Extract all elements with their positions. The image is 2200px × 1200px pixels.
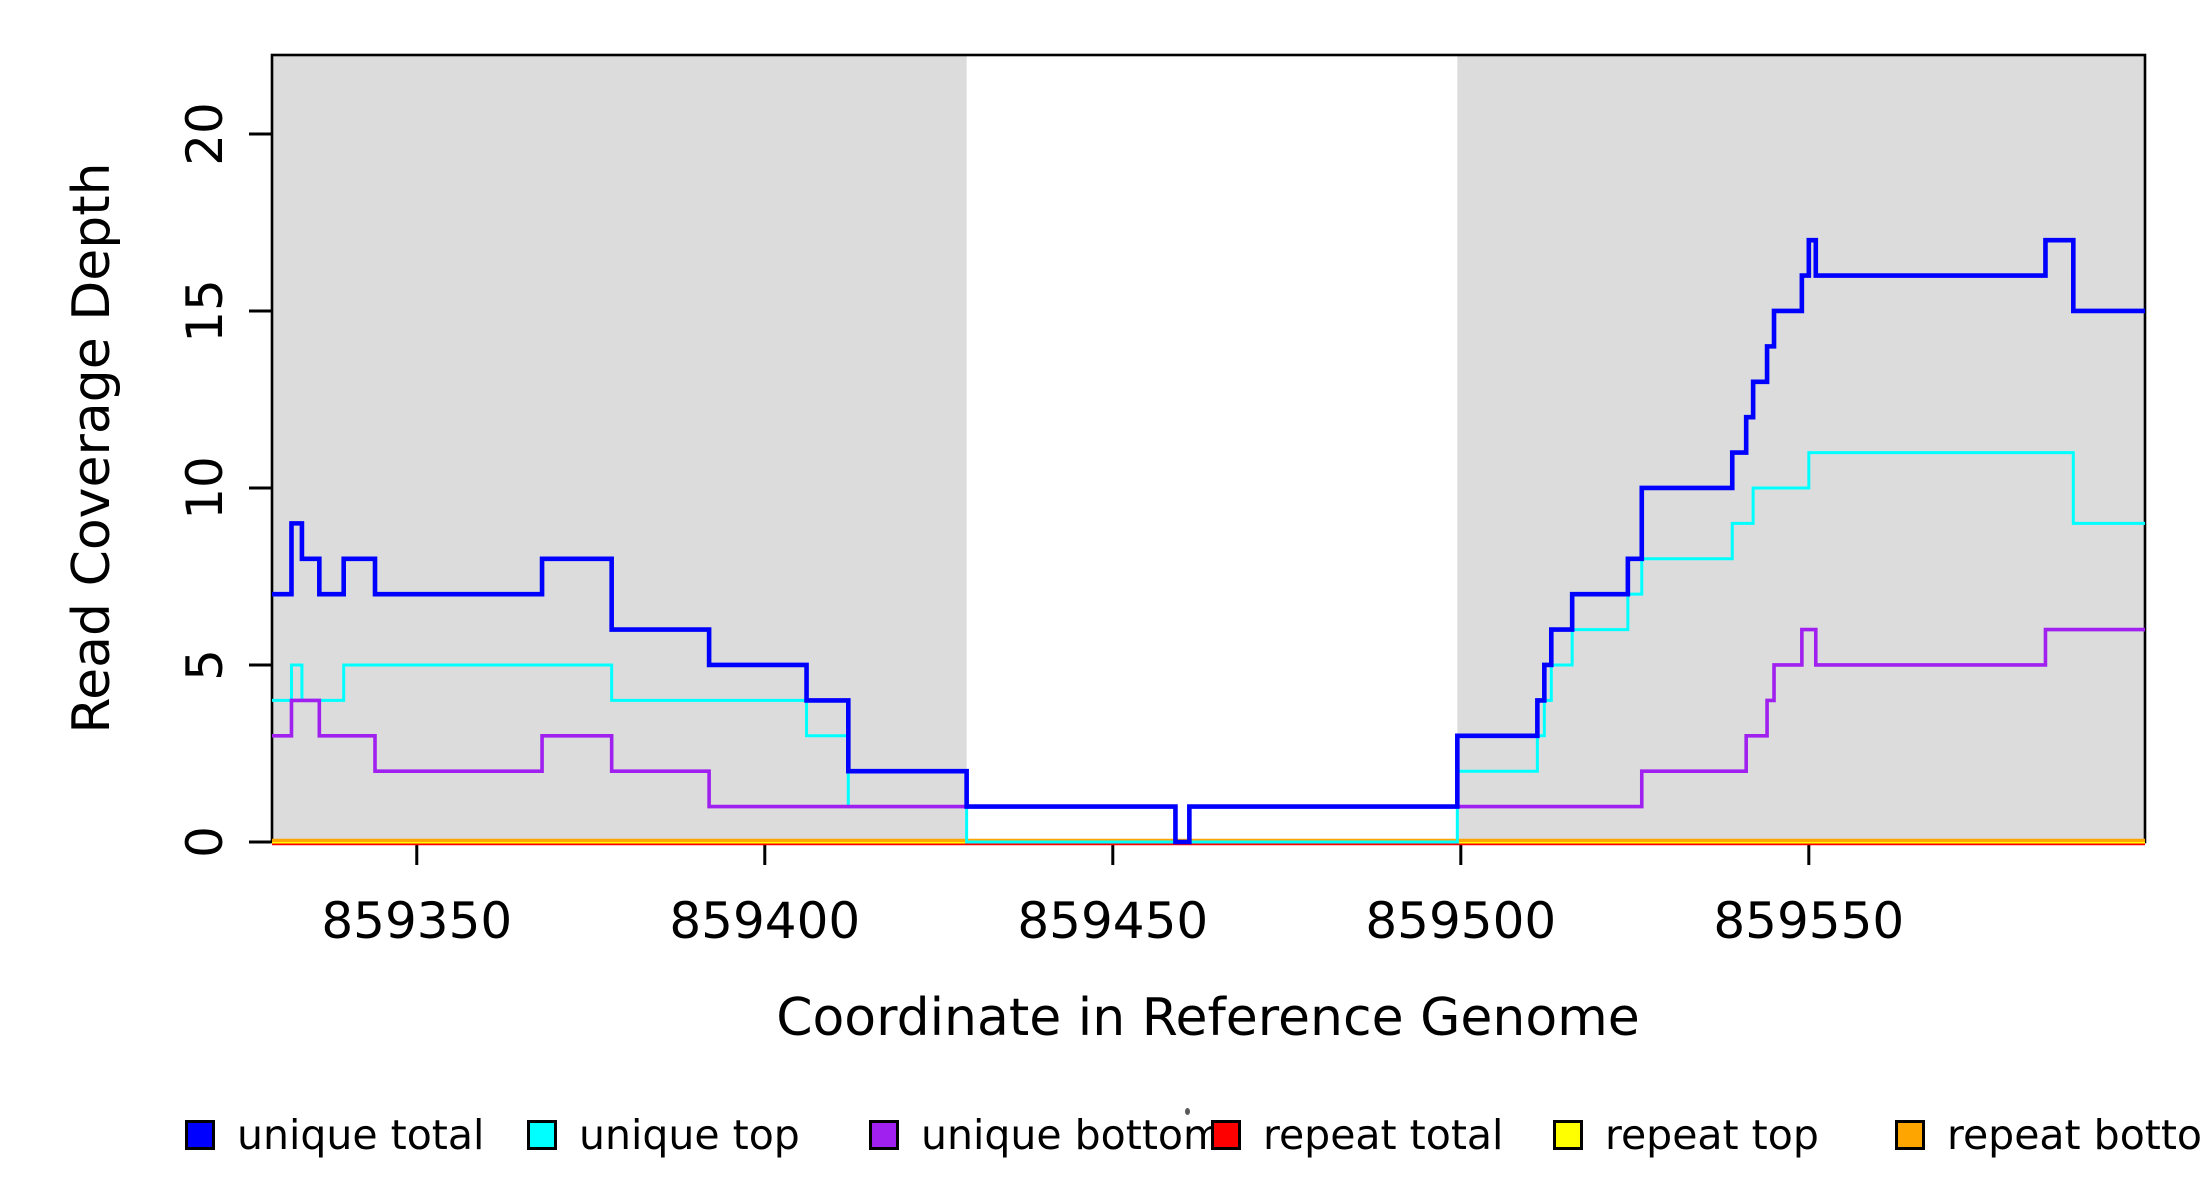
legend-item-label: unique top bbox=[579, 1111, 800, 1159]
shaded-region bbox=[272, 55, 967, 842]
y-tick-label: 5 bbox=[176, 649, 234, 681]
legend-swatch-icon bbox=[1553, 1120, 1583, 1150]
legend-item-unique-total: unique total bbox=[185, 1112, 484, 1158]
legend-item-label: repeat top bbox=[1605, 1111, 1819, 1159]
legend-item-label: unique total bbox=[237, 1111, 485, 1159]
x-tick-label: 859500 bbox=[1365, 892, 1556, 950]
legend-item-repeat-total: repeat total bbox=[1211, 1112, 1503, 1158]
legend-item-unique-bottom: unique bottom bbox=[869, 1112, 1223, 1158]
legend-swatch-icon bbox=[1211, 1120, 1241, 1150]
legend-item-repeat-bottom: repeat bottom bbox=[1895, 1112, 2200, 1158]
legend-swatch-icon bbox=[1895, 1120, 1925, 1150]
y-tick-label: 20 bbox=[176, 102, 234, 166]
legend-swatch-icon bbox=[185, 1120, 215, 1150]
x-axis-title: Coordinate in Reference Genome bbox=[776, 988, 1640, 1048]
y-tick-label: 0 bbox=[176, 826, 234, 858]
series-line-unique-total bbox=[272, 237, 2145, 845]
legend-item-label: repeat total bbox=[1263, 1111, 1504, 1159]
stray-dot-artifact bbox=[1185, 1108, 1190, 1115]
x-tick-label: 859550 bbox=[1713, 892, 1904, 950]
legend-item-label: unique bottom bbox=[921, 1111, 1223, 1159]
legend-item-repeat-top: repeat top bbox=[1553, 1112, 1819, 1158]
legend-item-label: repeat bottom bbox=[1947, 1111, 2200, 1159]
y-tick-label: 10 bbox=[176, 456, 234, 520]
series-line-unique-top bbox=[272, 451, 2145, 844]
y-axis-title: Read Coverage Depth bbox=[62, 162, 122, 734]
legend-item-unique-top: unique top bbox=[527, 1112, 800, 1158]
x-tick-label: 859450 bbox=[1017, 892, 1208, 950]
x-tick-label: 859400 bbox=[669, 892, 860, 950]
legend-swatch-icon bbox=[869, 1120, 899, 1150]
x-tick-label: 859350 bbox=[321, 892, 512, 950]
legend-swatch-icon bbox=[527, 1120, 557, 1150]
y-tick-label: 15 bbox=[176, 279, 234, 343]
shaded-region bbox=[1457, 55, 2145, 842]
